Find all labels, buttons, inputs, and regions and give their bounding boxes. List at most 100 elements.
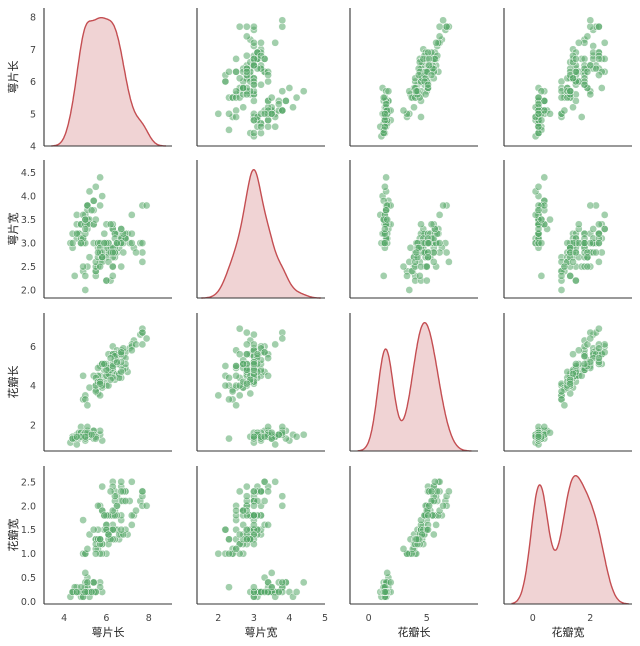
scatter-point <box>299 87 308 96</box>
scatter-point <box>439 16 447 25</box>
scatter-point <box>127 521 136 529</box>
y-axis-label: 花瓣长 <box>6 366 20 399</box>
scatter-point <box>595 239 603 247</box>
scatter-point <box>106 354 115 362</box>
scatter-point <box>595 55 603 63</box>
scatter-point <box>264 116 272 125</box>
scatter-point <box>299 430 308 439</box>
scatter-point <box>282 97 290 105</box>
panel-2-1 <box>196 313 325 452</box>
scatter-point <box>221 362 230 370</box>
y-tick-label: 2.0 <box>21 286 36 297</box>
scatter-point <box>91 215 100 224</box>
scatter-point <box>381 588 389 596</box>
scatter-point <box>100 360 109 368</box>
scatter-point <box>264 521 272 529</box>
y-tick-label: 5 <box>30 109 36 120</box>
scatter-point <box>81 569 90 577</box>
scatter-point <box>445 487 453 496</box>
scatter-point <box>586 90 595 99</box>
scatter-point <box>399 545 408 553</box>
scatter-point <box>239 103 248 112</box>
scatter-point <box>267 569 276 577</box>
scatter-point <box>424 511 432 520</box>
scatter-point <box>214 109 223 118</box>
scatter-point <box>106 375 115 384</box>
scatter-point <box>221 525 230 534</box>
y-tick-label: 8 <box>30 13 36 24</box>
y-tick-label: 1.0 <box>21 549 36 560</box>
kde-line <box>357 322 472 452</box>
scatter-point <box>250 501 258 510</box>
scatter-point <box>381 122 389 131</box>
scatter-point <box>235 350 244 359</box>
scatter-point <box>117 487 126 496</box>
scatter-point <box>442 248 451 257</box>
scatter-point <box>439 501 447 510</box>
scatter-point <box>221 77 230 86</box>
scatter-point <box>246 389 255 398</box>
y-tick-label: 2 <box>30 420 36 431</box>
scatter-point <box>557 286 566 294</box>
scatter-point <box>127 229 136 238</box>
panel-3-0 <box>43 466 172 605</box>
scatter-point <box>96 201 104 210</box>
scatter-point <box>583 67 592 76</box>
x-tick-label: 3 <box>251 613 257 624</box>
scatter-point <box>106 220 115 229</box>
scatter-point <box>278 106 287 115</box>
scatter-point <box>424 253 432 262</box>
scatter-point <box>72 588 81 596</box>
panel-1-0 <box>43 160 172 299</box>
scatter-point <box>595 229 603 238</box>
scatter-point <box>572 360 580 368</box>
scatter-point <box>595 324 603 333</box>
scatter-point <box>242 379 251 388</box>
scatter-point <box>381 116 389 125</box>
scatter-point <box>278 501 287 510</box>
scatter-point <box>589 225 598 233</box>
x-tick-label: 4 <box>61 613 67 624</box>
scatter-point <box>260 588 269 596</box>
scatter-point <box>250 129 258 137</box>
scatter-point <box>100 511 109 520</box>
scatter-point <box>264 71 272 79</box>
scatter-point <box>117 477 126 486</box>
scatter-point <box>257 122 265 131</box>
scatter-point <box>589 42 598 50</box>
scatter-point <box>424 525 432 534</box>
scatter-point <box>381 109 389 118</box>
scatter-point <box>232 545 240 553</box>
scatter-point <box>121 497 130 505</box>
scatter-point <box>257 80 265 89</box>
scatter-point <box>427 220 436 229</box>
x-tick-label: 6 <box>103 613 109 624</box>
scatter-point <box>242 90 251 99</box>
scatter-point <box>429 530 438 539</box>
y-tick-label: 4 <box>30 381 36 392</box>
scatter-point <box>81 215 90 224</box>
scatter-point <box>260 497 269 505</box>
scatter-point <box>580 55 589 63</box>
scatter-point <box>250 521 258 529</box>
scatter-point <box>242 525 251 534</box>
scatter-point <box>569 350 577 359</box>
scatter-point <box>89 525 98 534</box>
scatter-point <box>253 350 262 359</box>
scatter-point <box>72 229 81 238</box>
scatter-point <box>225 434 233 443</box>
scatter-point <box>586 22 595 31</box>
scatter-point <box>142 501 151 510</box>
scatter-point <box>403 272 411 280</box>
scatter-point <box>580 80 589 89</box>
scatter-point <box>572 248 580 257</box>
scatter-point <box>278 578 287 587</box>
scatter-point <box>417 113 425 121</box>
y-tick-label: 4 <box>30 142 36 153</box>
scatter-point <box>232 55 240 63</box>
scatter-point <box>569 103 577 112</box>
scatter-point <box>424 48 432 57</box>
scatter-point <box>221 381 230 390</box>
scatter-point <box>381 225 389 233</box>
scatter-point <box>100 239 109 247</box>
